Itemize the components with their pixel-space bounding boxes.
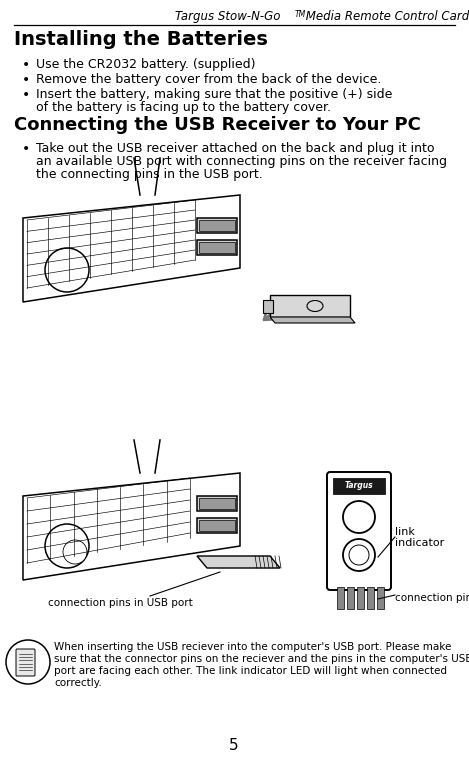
Text: Remove the battery cover from the back of the device.: Remove the battery cover from the back o… (36, 73, 381, 86)
FancyBboxPatch shape (327, 472, 391, 590)
Polygon shape (270, 295, 350, 317)
Text: sure that the connector pins on the reciever and the pins in the computer's USB: sure that the connector pins on the reci… (54, 654, 469, 664)
Bar (347, 587, 354, 609)
Bar (357, 587, 364, 609)
Text: link: link (395, 527, 415, 537)
Text: Installing the Batteries: Installing the Batteries (14, 30, 268, 49)
Bar (199, 220, 235, 231)
Text: Connecting the USB Receiver to Your PC: Connecting the USB Receiver to Your PC (14, 116, 421, 134)
Text: port are facing each other. The link indicator LED will light when connected: port are facing each other. The link ind… (54, 666, 447, 676)
Text: Take out the USB receiver attached on the back and plug it into: Take out the USB receiver attached on th… (36, 142, 434, 155)
Polygon shape (23, 195, 240, 302)
Circle shape (6, 640, 50, 684)
Circle shape (63, 540, 87, 564)
Text: •: • (22, 73, 30, 87)
Circle shape (343, 539, 375, 571)
Bar (377, 587, 384, 609)
Text: •: • (22, 142, 30, 156)
Bar (197, 218, 237, 233)
Polygon shape (263, 300, 273, 313)
Text: Media Remote Control Card: Media Remote Control Card (302, 10, 469, 23)
Bar (197, 496, 237, 511)
Text: When inserting the USB reciever into the computer's USB port. Please make: When inserting the USB reciever into the… (54, 642, 451, 652)
Text: Insert the battery, making sure that the positive (+) side: Insert the battery, making sure that the… (36, 88, 393, 101)
Text: •: • (22, 58, 30, 72)
FancyBboxPatch shape (16, 649, 35, 676)
Circle shape (45, 248, 89, 292)
Text: an available USB port with connecting pins on the receiver facing: an available USB port with connecting pi… (36, 155, 447, 168)
Bar (199, 242, 235, 253)
Text: TM: TM (295, 10, 306, 19)
Text: the connecting pins in the USB port.: the connecting pins in the USB port. (36, 168, 263, 181)
FancyArrowPatch shape (264, 309, 278, 320)
Text: 5: 5 (229, 738, 239, 753)
Bar (197, 240, 237, 255)
Polygon shape (23, 473, 240, 580)
Text: indicator: indicator (395, 538, 444, 548)
Polygon shape (270, 317, 355, 323)
Bar (333, 478, 385, 494)
Text: correctly.: correctly. (54, 678, 102, 688)
Circle shape (343, 501, 375, 533)
Text: Targus Stow-N-Go: Targus Stow-N-Go (175, 10, 280, 23)
Text: of the battery is facing up to the battery cover.: of the battery is facing up to the batte… (36, 101, 331, 114)
Bar (199, 498, 235, 509)
Bar (199, 520, 235, 531)
Bar (367, 587, 374, 609)
Text: Use the CR2032 battery. (supplied): Use the CR2032 battery. (supplied) (36, 58, 256, 71)
Circle shape (45, 524, 89, 568)
Text: Targus: Targus (345, 481, 373, 490)
Bar (337, 587, 344, 609)
Text: connection pins in USB port: connection pins in USB port (48, 598, 192, 608)
Bar (197, 518, 237, 533)
Polygon shape (197, 556, 280, 568)
Text: •: • (22, 88, 30, 102)
Text: connection pins on reciever: connection pins on reciever (395, 593, 469, 603)
